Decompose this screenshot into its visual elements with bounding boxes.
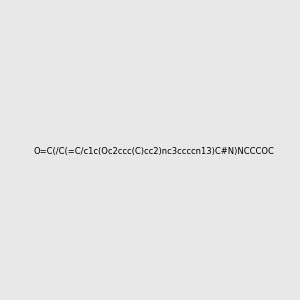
- Text: O=C(/C(=C/c1c(Oc2ccc(C)cc2)nc3ccccn13)C#N)NCCCOC: O=C(/C(=C/c1c(Oc2ccc(C)cc2)nc3ccccn13)C#…: [33, 147, 274, 156]
